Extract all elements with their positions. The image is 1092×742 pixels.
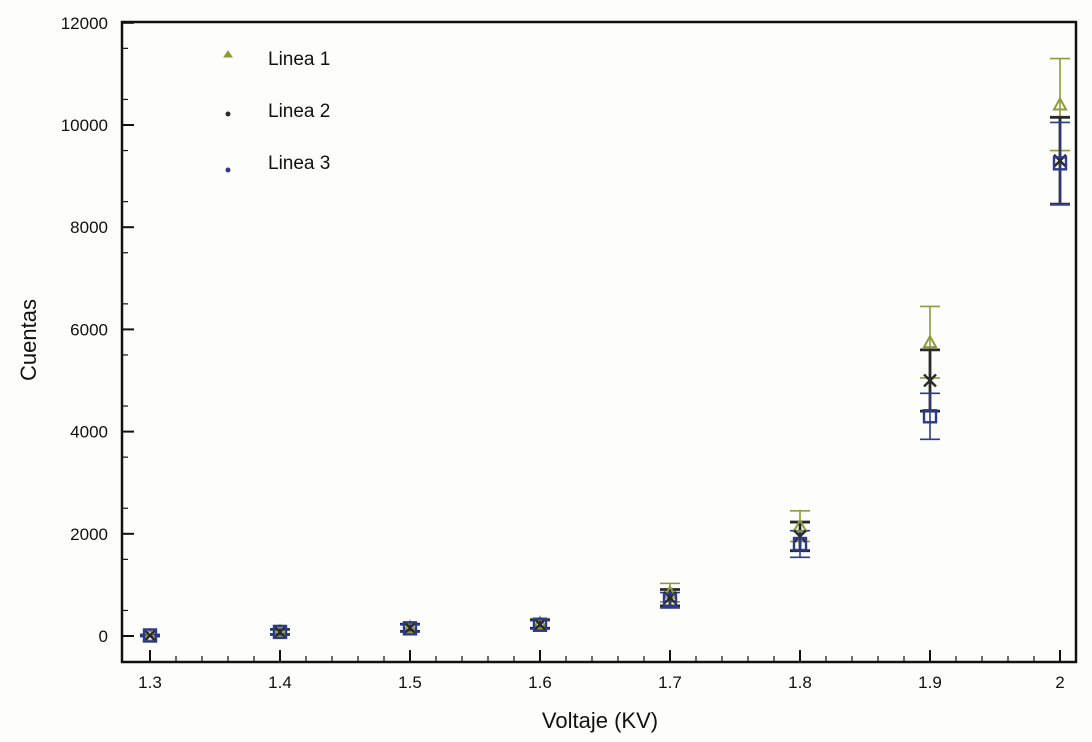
data-point [272,624,288,640]
plot-frame [120,20,1078,664]
x-tick-label: 1.5 [398,673,422,692]
series-3-points [142,156,1068,643]
data-point [1052,156,1068,171]
y-tick-label: 0 [99,627,108,646]
legend-label: Linea 1 [268,49,330,70]
legend: Linea 1 Linea 2 Linea 3 [223,49,330,174]
data-point [272,623,288,638]
data-point [923,373,937,388]
data-point [922,409,938,424]
cross-stroke [793,529,807,544]
legend-marker [225,167,231,173]
cross-stroke [403,620,417,635]
cross-stroke [533,617,547,632]
data-point [402,621,418,636]
x-tick-label: 1.4 [268,673,292,692]
x-tick-label: 1.8 [788,673,812,692]
x-tick-label: 2 [1055,673,1064,692]
data-point [273,625,287,639]
data-point [662,593,678,608]
data-point [532,617,548,632]
data-point [142,628,158,643]
cross-stroke [923,373,937,388]
data-point [402,619,418,634]
data-point [793,529,807,544]
legend-label: Linea 3 [268,153,330,174]
legend-marker [225,111,231,117]
y-tick-label: 12000 [61,14,108,33]
series-1-points [142,96,1068,642]
data-point [403,620,417,635]
axis-ticks: 1.3 1.4 1.5 1.6 1.7 1.8 1.9 2 0 2000 4000 6000 8000 1… [61,14,1065,692]
cross-stroke [273,625,287,639]
y-tick-label: 6000 [70,320,108,339]
cross-stroke [143,628,157,643]
series-2-points [143,153,1067,643]
x-tick-label: 1.6 [528,673,552,692]
data-point [922,334,938,349]
x-tick-label: 1.9 [918,673,942,692]
y-tick-label: 10000 [61,116,108,135]
x-axis-title: Voltaje (KV) [542,708,658,733]
y-tick-label: 8000 [70,218,108,237]
legend-label: Linea 2 [268,101,330,122]
y-tick-label: 2000 [70,525,108,544]
x-tick-label: 1.7 [658,673,682,692]
data-point [1052,96,1068,111]
data-point [792,536,808,552]
data-points [142,96,1068,643]
legend-marker [223,50,233,58]
y-tick-label: 4000 [70,423,108,442]
data-point [143,628,157,643]
y-axis-title: Cuentas [16,299,41,381]
series-2-errorbars [140,115,1070,638]
x-tick-label: 1.3 [138,673,162,692]
data-point [792,518,808,533]
data-point [533,617,547,632]
